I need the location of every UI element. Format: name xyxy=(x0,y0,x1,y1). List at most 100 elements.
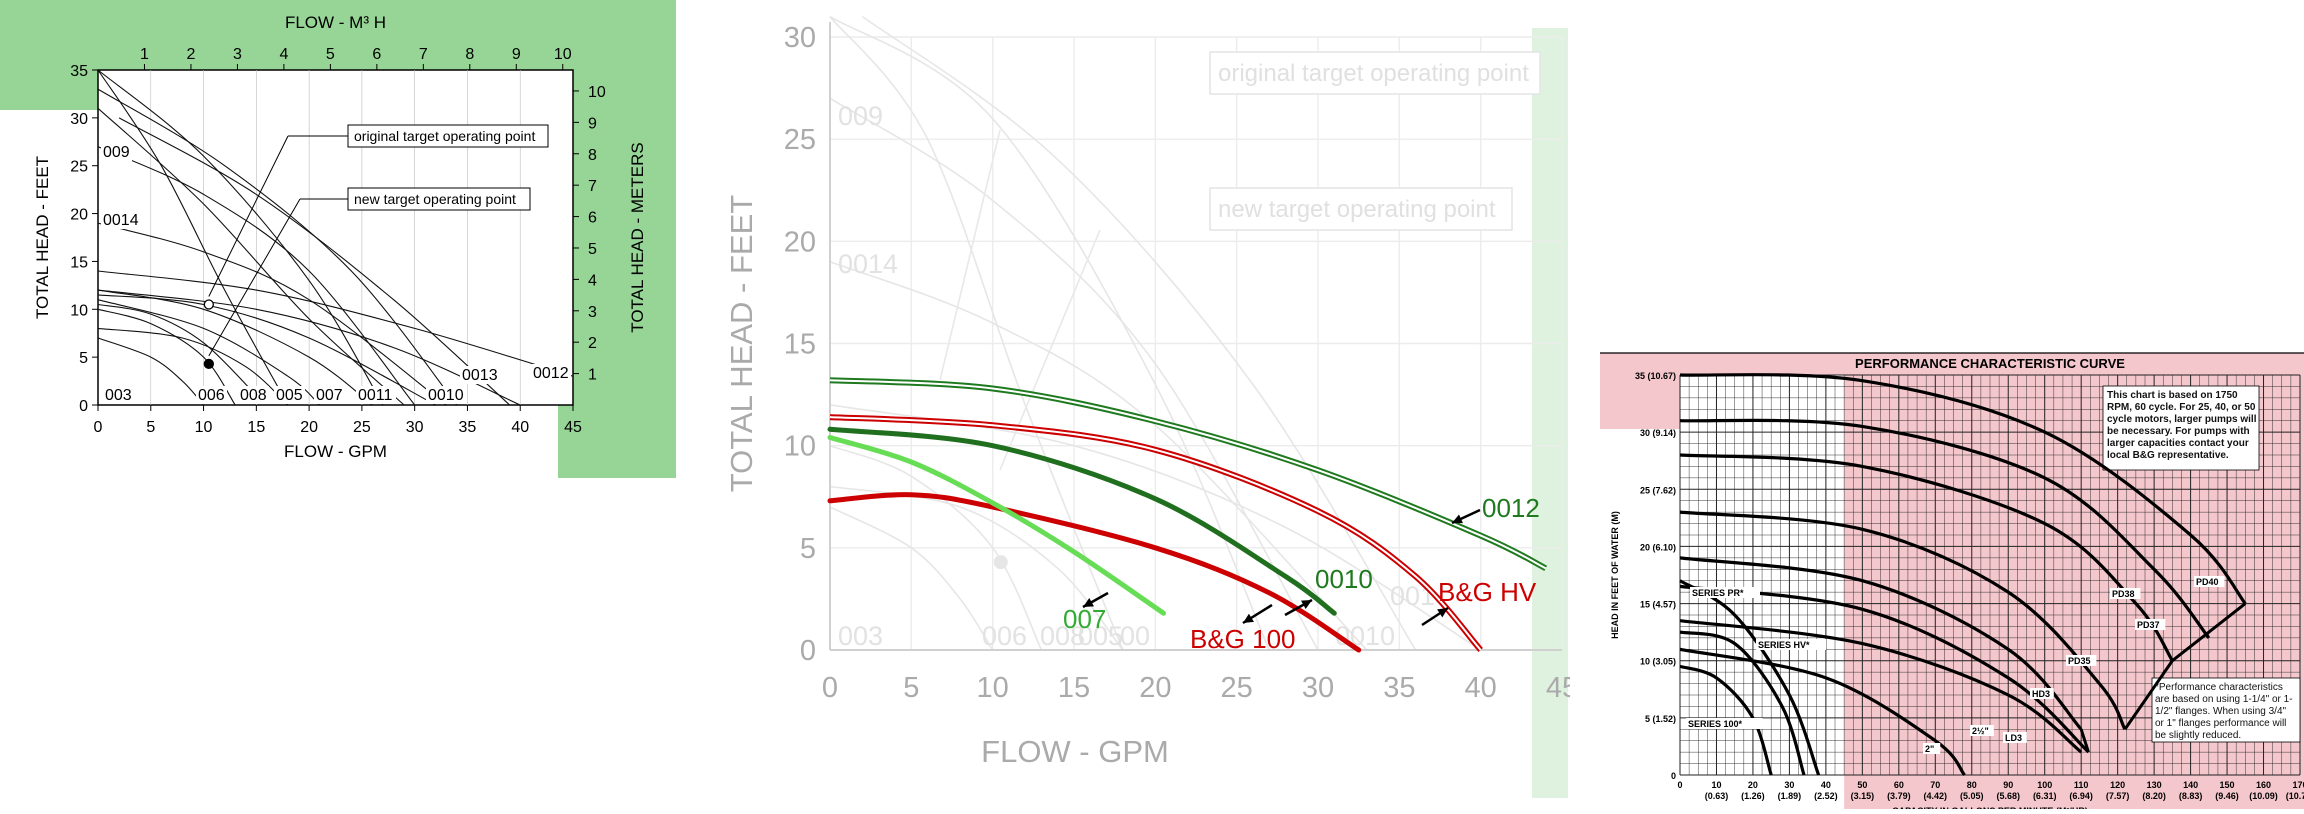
x-tick-label: 15 xyxy=(247,419,265,436)
y-axis-title: TOTAL HEAD - FEET xyxy=(33,156,52,319)
x-tick-label: 45 xyxy=(564,419,582,436)
curve-label-bg xyxy=(426,386,466,404)
chart-bg-performance-curve: PERFORMANCE CHARACTERISTIC CURVE 0 5 (1.52… xyxy=(1600,0,2304,814)
x-tick-label: 50 xyxy=(1857,780,1867,790)
y-tick-label: 0 xyxy=(800,635,816,667)
faded-background-curve xyxy=(829,444,1043,651)
x-tick-metric-label: (6.31) xyxy=(2033,791,2057,801)
x-tick-label: 110 xyxy=(2074,780,2089,790)
curve-label-bg xyxy=(1923,743,1941,754)
label-arrow-head xyxy=(1437,608,1448,618)
x-tick-label: 170 xyxy=(2292,780,2304,790)
faded-curve-label: 008 xyxy=(1040,621,1085,651)
note-box xyxy=(2102,385,2260,471)
leader-line xyxy=(208,198,301,357)
x-tick-label: 80 xyxy=(1967,780,1977,790)
performance-note: This chart is based on 1750 RPM, 60 cycl… xyxy=(2107,390,2257,462)
y-tick-label: 10 xyxy=(784,431,816,463)
x-top-tick-label: 3 xyxy=(233,46,242,63)
y-axis-right-title: TOTAL HEAD - METERS xyxy=(628,142,647,333)
faded-annotation-label: original target operating point xyxy=(1218,60,1529,87)
y-tick-label: 20 (6.10) xyxy=(1640,542,1676,552)
x-tick-label: 70 xyxy=(1930,780,1940,790)
faded-background-curve xyxy=(829,485,1124,651)
performance-curve xyxy=(1679,453,2174,662)
x-tick-label: 90 xyxy=(2003,780,2013,790)
y-right-tick-label: 1 xyxy=(588,367,597,384)
pump-curve-steep-3 xyxy=(97,88,458,406)
footnote-box xyxy=(2151,677,2301,743)
x-tick-label: 20 xyxy=(1139,672,1171,704)
curve-label-bg xyxy=(356,386,396,404)
x-tick-metric-label: (5.05) xyxy=(1960,791,1984,801)
y-tick-label: 30 xyxy=(784,22,816,54)
chart-original-pump-curves: 0 5 10 15 20 25 30 35 40 45 0 5 10 15 20 25 30 35 1 2 3 4 5 6 7 8… xyxy=(0,0,680,480)
pump-curve-006 xyxy=(97,308,236,406)
x-tick-label: 10 xyxy=(977,672,1009,704)
curve-label-0012: 0012 xyxy=(533,365,569,382)
pump-curve-steep-4 xyxy=(118,117,511,406)
faded-background-curve xyxy=(862,15,1417,651)
x-tick-label: 15 xyxy=(1058,672,1090,704)
pump-curve-steep-1 xyxy=(97,69,289,406)
leader-line xyxy=(208,135,289,297)
x-tick-label: 40 xyxy=(1465,672,1497,704)
curve-label-003: 003 xyxy=(105,387,132,404)
series-label-0010: 0010 xyxy=(1315,564,1373,594)
x-top-tick-label: 4 xyxy=(279,46,288,63)
x-tick-label: 10 xyxy=(1711,780,1721,790)
chart-right-svg: PERFORMANCE CHARACTERISTIC CURVE 0 5 (1.52… xyxy=(1600,352,2304,814)
annotation-label: new target operating point xyxy=(354,191,516,207)
curve-label: LD3 xyxy=(2005,733,2022,743)
pump-curve-007 xyxy=(97,299,321,406)
curve-label-0011: 0011 xyxy=(358,387,393,404)
x-tick-label: 10 xyxy=(195,419,213,436)
performance-note-text: This chart is based on 1750 RPM, 60 cycl… xyxy=(2107,390,2257,461)
curve-label: PD35 xyxy=(2068,656,2091,666)
curve-label-0010: 0010 xyxy=(428,387,464,404)
y-tick-label: 25 (7.62) xyxy=(1640,485,1676,495)
series-curve-0010 xyxy=(827,426,1337,616)
curve-label: HD3 xyxy=(2032,689,2050,699)
x-tick-label: 120 xyxy=(2110,780,2125,790)
label-arrow-head xyxy=(1301,600,1312,609)
x-tick-metric-label: (3.79) xyxy=(1887,791,1911,801)
x-tick-label: 30 xyxy=(1784,780,1794,790)
curve-label-bg xyxy=(103,386,134,404)
x-tick-metric-label: (1.89) xyxy=(1778,791,1802,801)
x-tick-metric-label: (9.46) xyxy=(2215,791,2239,801)
x-axis-title: FLOW - GPM xyxy=(981,734,1169,769)
performance-curve xyxy=(1679,619,2083,754)
x-tick-metric-label: (3.15) xyxy=(1851,791,1875,801)
curve-label: SERIES HV* xyxy=(1758,640,1810,650)
series-label-007: 007 xyxy=(1063,604,1106,634)
x-tick-label: 35 xyxy=(459,419,477,436)
y-tick-label: 5 (1.52) xyxy=(1645,714,1676,724)
curve-label-bg xyxy=(2110,588,2141,599)
x-tick-metric-label: (10.73) xyxy=(2286,791,2304,801)
x-tick-label: 160 xyxy=(2256,780,2271,790)
x-tick-label: 30 xyxy=(1302,672,1334,704)
faded-annotation-box xyxy=(1209,187,1513,231)
performance-curve xyxy=(1679,418,2211,639)
curve-label: SERIES PR* xyxy=(1692,588,1744,598)
series-curve-inner-0012 xyxy=(829,379,1547,570)
y-right-tick-label: 3 xyxy=(588,304,597,321)
x-axis-top-title: FLOW - M³ H xyxy=(285,13,386,32)
curve-label-007: 007 xyxy=(316,387,343,404)
label-arrow-head xyxy=(1243,613,1254,623)
faded-background-curve xyxy=(829,261,1368,651)
pump-curve-0014 xyxy=(97,222,447,406)
new-target-point xyxy=(203,358,214,369)
curve-label-0014: 0014 xyxy=(103,212,139,229)
pump-curve-009 xyxy=(97,146,416,406)
curve-end-connector xyxy=(2123,602,2247,731)
x-tick-metric-label: (7.57) xyxy=(2106,791,2130,801)
x-top-tick-label: 6 xyxy=(372,46,381,63)
curve-label-bg xyxy=(460,366,500,384)
y-tick-label: 5 xyxy=(800,533,816,565)
x-tick-metric-label: (10.09) xyxy=(2249,791,2278,801)
performance-footnote: *Performance characteristics are based o… xyxy=(2155,682,2295,742)
y-right-tick-label: 7 xyxy=(588,178,597,195)
